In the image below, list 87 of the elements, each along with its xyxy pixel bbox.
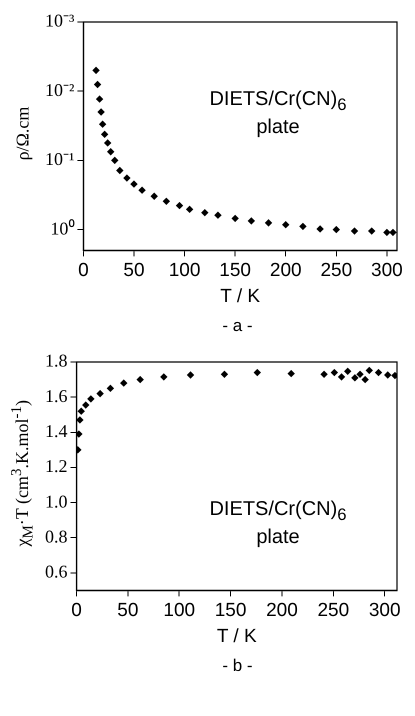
point (99, 120, 106, 128)
point (120, 380, 128, 387)
x-tick-label: 250 (320, 260, 352, 282)
point (138, 186, 146, 194)
x-tick-label: 300 (371, 260, 403, 282)
point (96, 390, 104, 398)
point (76, 430, 82, 438)
point (299, 222, 306, 230)
point (389, 228, 396, 236)
point (82, 402, 90, 409)
x-tick-label: 150 (214, 600, 246, 622)
point (116, 166, 124, 174)
x-tick-label: 250 (317, 600, 350, 622)
point (130, 180, 138, 188)
x-tick-label: 0 (78, 260, 89, 282)
point (111, 156, 118, 164)
y-tick-label: 10⁻³ (44, 10, 75, 31)
point (106, 384, 114, 392)
x-tick-label: 200 (270, 260, 302, 282)
point (288, 370, 295, 378)
x-tick-label: 100 (168, 260, 200, 282)
point (136, 376, 144, 384)
x-tick-label: 50 (123, 260, 145, 282)
point (232, 214, 239, 222)
point (92, 66, 100, 74)
y-tick-label: 1.0 (45, 491, 68, 512)
point (320, 370, 328, 378)
point (150, 192, 158, 200)
y-tick-label: 1.8 (45, 350, 68, 371)
x-tick-label: 0 (71, 600, 82, 622)
point (176, 202, 183, 210)
y-tick-label: 10⁰ (50, 218, 74, 238)
x-axis-title: T / K (220, 286, 260, 307)
text: - a - (221, 316, 254, 336)
point (344, 368, 352, 375)
point (351, 228, 358, 235)
point (98, 108, 105, 116)
point (282, 221, 290, 228)
y-tick-label: 1.4 (45, 421, 68, 442)
x-tick-label: 50 (117, 600, 138, 622)
point (76, 416, 84, 424)
point (384, 372, 392, 378)
y-tick-label: 0.8 (45, 526, 68, 546)
point (96, 96, 104, 103)
point (316, 225, 324, 232)
point (362, 376, 369, 384)
point (383, 228, 390, 236)
point (94, 80, 102, 88)
x-tick-label: 100 (163, 600, 196, 622)
point (351, 374, 358, 382)
point (254, 369, 261, 376)
point (356, 370, 364, 378)
point (123, 174, 130, 182)
y-axis-title: ρ/Ω.cm (12, 106, 34, 160)
point (265, 219, 272, 226)
y-tick-label: 1.6 (45, 386, 68, 406)
text: DIETS/Cr(CN)$_{6}$ plate (209, 498, 347, 548)
point (78, 408, 85, 415)
text: - b - (221, 656, 254, 676)
point (220, 370, 228, 378)
point (375, 369, 382, 376)
point (330, 369, 338, 376)
point (332, 226, 340, 234)
x-tick-label: 300 (368, 600, 401, 622)
point (248, 217, 255, 224)
point (187, 372, 194, 378)
x-tick-label: 200 (266, 600, 298, 622)
point (368, 228, 376, 235)
point (87, 395, 94, 402)
x-tick-label: 150 (219, 260, 251, 282)
y-tick-label: 10⁻² (44, 80, 74, 100)
point (366, 366, 373, 374)
point (391, 372, 397, 380)
y-tick-label: 10⁻¹ (44, 149, 74, 170)
point (162, 198, 170, 205)
x-axis-title: T / K (216, 626, 257, 647)
point (107, 148, 114, 156)
point (104, 139, 112, 146)
point (160, 373, 168, 380)
point (201, 209, 208, 216)
point (338, 373, 346, 380)
text: DIETS/Cr(CN)$_{6}$ plate (209, 88, 347, 138)
point (214, 212, 222, 219)
point (186, 206, 194, 213)
point (101, 130, 108, 138)
y-tick-label: 0.6 (45, 562, 68, 582)
y-tick-label: 1.2 (45, 456, 68, 476)
